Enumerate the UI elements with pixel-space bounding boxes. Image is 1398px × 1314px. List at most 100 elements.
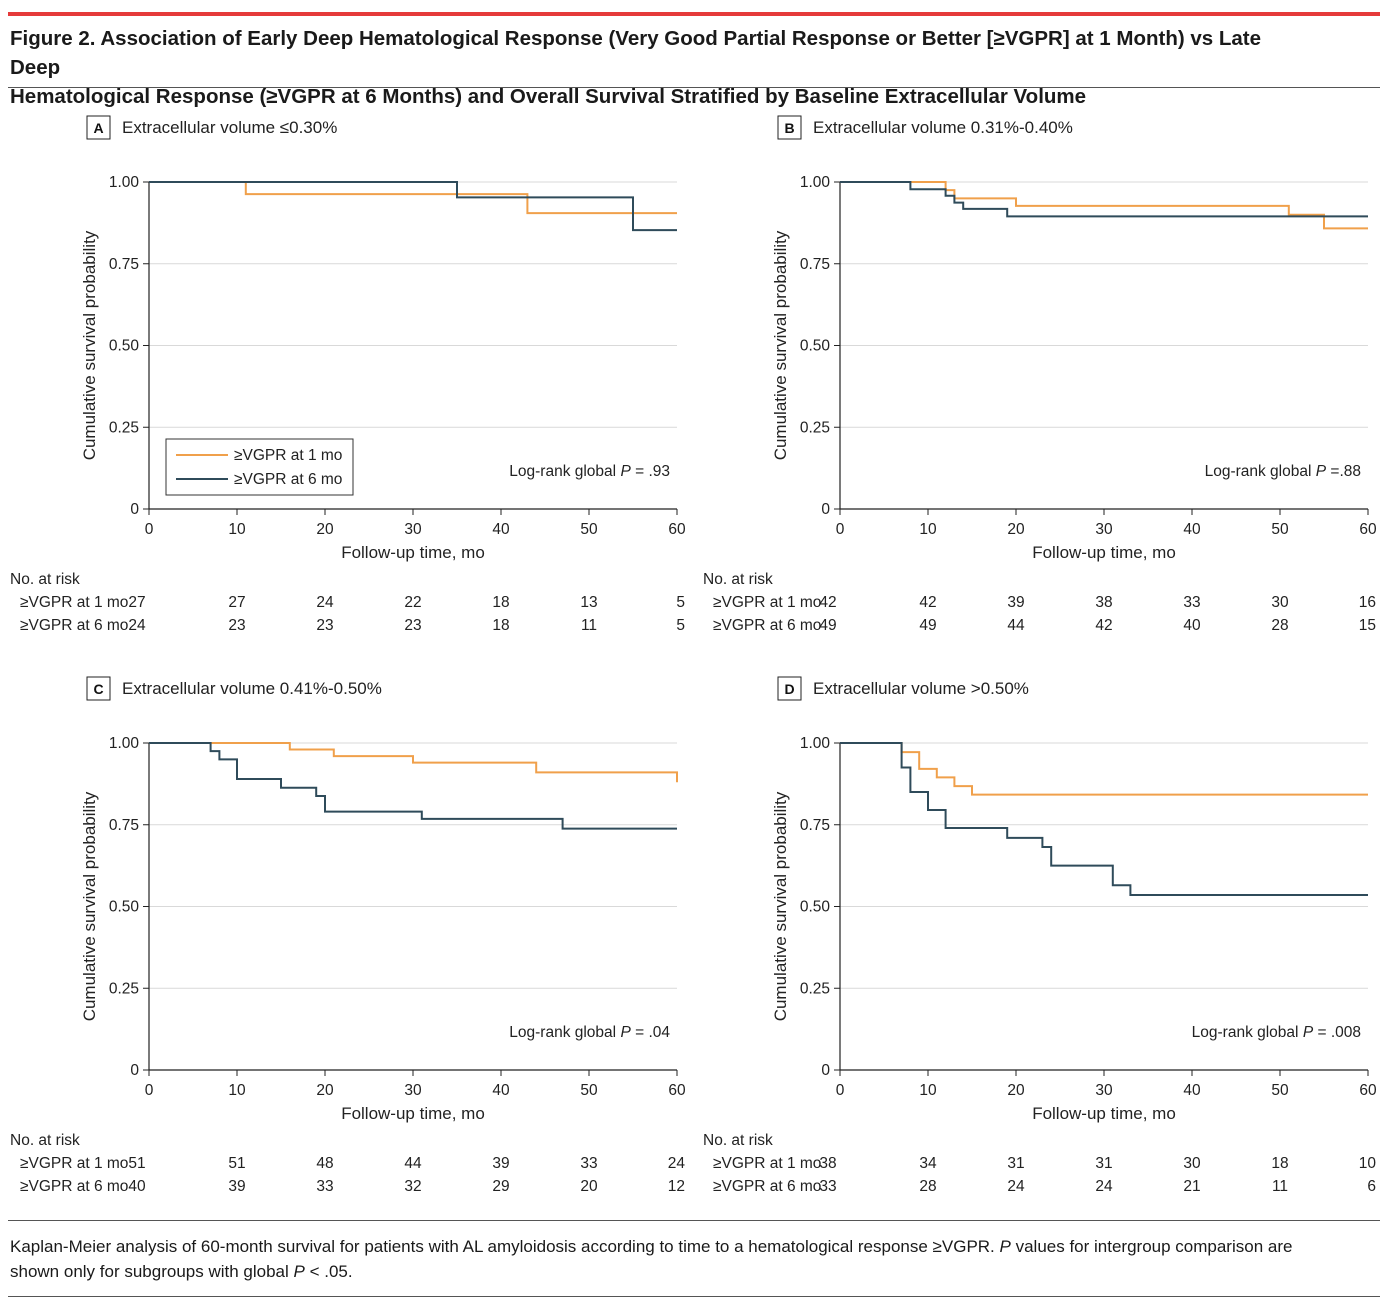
accent-bar	[8, 12, 1380, 16]
risk-value: 23	[316, 617, 333, 634]
pvalue-annotation: Log-rank global P = .04	[509, 1024, 670, 1041]
x-tick-label: 10	[919, 1082, 937, 1099]
survival-curve-vgpr-6mo	[149, 181, 677, 232]
x-tick-label: 50	[1271, 1082, 1289, 1099]
y-tick-label: 0	[130, 1062, 139, 1079]
risk-table-header: No. at risk	[703, 1132, 773, 1149]
y-tick-label: 0.25	[109, 980, 139, 997]
risk-value: 33	[819, 1178, 836, 1195]
x-tick-label: 0	[836, 521, 845, 538]
x-axis-label: Follow-up time, mo	[1032, 543, 1176, 562]
caption-rule-top	[8, 1220, 1380, 1221]
risk-value: 16	[1359, 594, 1376, 611]
x-tick-label: 50	[580, 1082, 598, 1099]
x-tick-label: 10	[919, 521, 937, 538]
y-tick-label: 0.50	[109, 899, 140, 916]
risk-value: 38	[819, 1155, 836, 1172]
risk-value: 40	[128, 1178, 146, 1195]
y-axis-label: Cumulative survival probability	[771, 791, 790, 1021]
y-tick-label: 1.00	[109, 735, 140, 752]
panel-c-chart: C Extracellular volume 0.41%-0.50% 0 0.25 0.…	[10, 676, 686, 1195]
risk-value: 48	[316, 1155, 333, 1172]
y-axis-label: Cumulative survival probability	[80, 230, 99, 460]
risk-value: 49	[919, 617, 936, 634]
survival-curve-vgpr-6mo	[149, 742, 677, 830]
risk-value: 5	[676, 617, 685, 634]
x-tick-label: 60	[1359, 1082, 1377, 1099]
risk-value: 24	[316, 594, 334, 611]
x-tick-label: 30	[1095, 1082, 1113, 1099]
figure-title: Figure 2. Association of Early Deep Hema…	[10, 24, 1310, 111]
y-tick-label: 1.00	[800, 735, 831, 752]
risk-value: 33	[580, 1155, 597, 1172]
risk-value: 27	[128, 594, 145, 611]
risk-value: 29	[492, 1178, 509, 1195]
risk-value: 31	[1007, 1155, 1024, 1172]
panel-title: Extracellular volume 0.31%-0.40%	[813, 118, 1073, 137]
x-tick-label: 40	[1183, 521, 1201, 538]
x-tick-label: 40	[492, 521, 510, 538]
y-tick-label: 0.50	[800, 899, 831, 916]
legend-label-vgpr-1mo: ≥VGPR at 1 mo	[234, 447, 342, 464]
y-tick-label: 0.25	[800, 980, 830, 997]
figure-title-line-1: Figure 2. Association of Early Deep Hema…	[10, 27, 1262, 79]
pvalue-annotation: Log-rank global P = .93	[509, 463, 670, 480]
panel-letter-box	[86, 115, 111, 140]
x-tick-label: 50	[1271, 521, 1289, 538]
panel-title: Extracellular volume 0.41%-0.50%	[122, 679, 382, 698]
risk-value: 49	[819, 617, 836, 634]
risk-row-label-vgpr-6mo: ≥VGPR at 6 mo	[713, 617, 821, 634]
risk-value: 12	[668, 1178, 685, 1195]
x-tick-label: 60	[668, 521, 686, 538]
pvalue-annotation: Log-rank global P =.88	[1205, 463, 1361, 480]
y-tick-label: 0	[130, 501, 139, 518]
survival-curve-vgpr-1mo	[840, 742, 1368, 796]
y-tick-label: 0	[821, 1062, 830, 1079]
risk-value: 28	[919, 1178, 936, 1195]
x-tick-label: 0	[145, 521, 154, 538]
panel-letter: C	[93, 681, 103, 697]
risk-table-header: No. at risk	[10, 1132, 80, 1149]
x-tick-label: 30	[1095, 521, 1113, 538]
risk-value: 28	[1271, 617, 1288, 634]
x-tick-label: 20	[316, 521, 334, 538]
survival-curve-vgpr-6mo	[840, 181, 1368, 218]
panel-letter: A	[93, 120, 103, 136]
figure-caption: Kaplan-Meier analysis of 60-month surviv…	[10, 1234, 1330, 1284]
caption-rule-bottom	[8, 1296, 1380, 1297]
risk-value: 23	[228, 617, 245, 634]
risk-row-label-vgpr-1mo: ≥VGPR at 1 mo	[713, 1155, 821, 1172]
x-tick-label: 10	[228, 1082, 246, 1099]
pvalue-annotation: Log-rank global P = .008	[1192, 1024, 1361, 1041]
y-tick-label: 1.00	[109, 174, 140, 191]
risk-table-header: No. at risk	[703, 571, 773, 588]
risk-value: 42	[819, 594, 836, 611]
risk-value: 18	[1271, 1155, 1288, 1172]
legend-label-vgpr-6mo: ≥VGPR at 6 mo	[234, 471, 342, 488]
x-tick-label: 20	[1007, 1082, 1025, 1099]
risk-value: 44	[404, 1155, 422, 1172]
panel-letter: B	[784, 120, 794, 136]
x-tick-label: 40	[492, 1082, 510, 1099]
risk-value: 15	[1359, 617, 1376, 634]
risk-value: 42	[919, 594, 936, 611]
x-axis-label: Follow-up time, mo	[1032, 1104, 1176, 1123]
x-tick-label: 60	[1359, 521, 1377, 538]
x-tick-label: 10	[228, 521, 246, 538]
y-tick-label: 0.25	[800, 419, 830, 436]
risk-value: 18	[492, 617, 509, 634]
risk-value: 42	[1095, 617, 1112, 634]
risk-value: 24	[128, 617, 146, 634]
risk-value: 11	[1272, 1178, 1288, 1195]
risk-value: 39	[1007, 594, 1024, 611]
x-tick-label: 60	[668, 1082, 686, 1099]
caption-text-3: < .05.	[304, 1262, 353, 1281]
y-tick-label: 0.50	[800, 338, 831, 355]
survival-curve-vgpr-6mo	[840, 742, 1368, 897]
risk-row-label-vgpr-6mo: ≥VGPR at 6 mo	[20, 617, 128, 634]
y-tick-label: 0.50	[109, 338, 140, 355]
risk-table-header: No. at risk	[10, 571, 80, 588]
x-tick-label: 20	[1007, 521, 1025, 538]
risk-value: 5	[676, 594, 685, 611]
risk-row-label-vgpr-6mo: ≥VGPR at 6 mo	[713, 1178, 821, 1195]
